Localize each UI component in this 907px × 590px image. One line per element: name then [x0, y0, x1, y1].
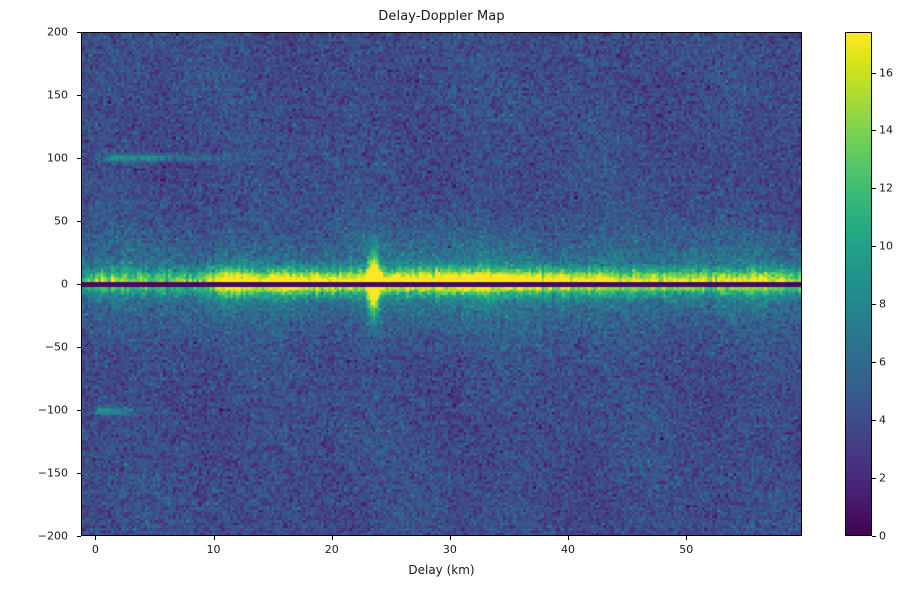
colorbar-tick-mark — [872, 246, 876, 248]
colorbar-tick-mark — [872, 420, 876, 422]
x-tick-label: 40 — [561, 543, 576, 556]
page-title: Delay-Doppler Map — [378, 9, 505, 24]
colorbar-tick-mark — [872, 72, 876, 74]
colorbar-tick-mark — [872, 304, 876, 306]
x-tick-label: 20 — [324, 543, 339, 556]
colorbar-tick-label: 8 — [879, 297, 886, 311]
colorbar — [845, 32, 872, 536]
x-tick-label: 50 — [679, 543, 694, 556]
x-axis-label: Delay (km) — [408, 563, 475, 577]
x-tick-mark — [568, 536, 570, 540]
x-tick-mark — [449, 536, 451, 540]
y-tick-mark — [77, 221, 81, 222]
colorbar-gradient — [846, 33, 871, 535]
y-tick-label: 0 — [61, 277, 68, 291]
y-tick-mark — [77, 473, 81, 474]
y-tick-mark — [77, 347, 81, 348]
colorbar-ticks: 0 2 4 6 8 10 12 14 16 — [845, 32, 907, 543]
x-tick-label: 30 — [442, 543, 457, 556]
y-axis-ticks: 200 150 100 50 0 −50 −100 −150 −200 — [0, 26, 81, 543]
y-tick-label: 100 — [47, 151, 68, 165]
y-tick-mark — [77, 158, 81, 159]
y-tick-mark — [77, 410, 81, 411]
y-tick-label: 200 — [47, 25, 68, 39]
colorbar-tick-mark — [872, 478, 876, 480]
x-tick-mark — [95, 536, 97, 540]
heatmap-plot-area — [81, 32, 802, 536]
colorbar-tick-mark — [872, 536, 876, 537]
y-tick-mark — [77, 284, 81, 285]
colorbar-tick-label: 6 — [879, 355, 886, 369]
y-tick-label: 150 — [47, 88, 68, 102]
y-tick-label: −150 — [37, 466, 68, 480]
y-tick-label: 50 — [54, 214, 68, 228]
y-tick-mark — [77, 95, 81, 96]
delay-doppler-heatmap — [82, 33, 801, 535]
colorbar-tick-label: 0 — [879, 529, 886, 543]
colorbar-tick-label: 10 — [879, 239, 893, 253]
y-tick-mark — [77, 32, 81, 33]
colorbar-tick-label: 2 — [879, 471, 886, 485]
x-tick-label: 0 — [91, 543, 99, 556]
y-tick-label: −200 — [37, 529, 68, 543]
x-tick-mark — [331, 536, 333, 540]
colorbar-tick-mark — [872, 362, 876, 364]
y-tick-label: −50 — [44, 340, 68, 354]
colorbar-tick-mark — [872, 188, 876, 190]
x-tick-label: 10 — [206, 543, 221, 556]
x-tick-mark — [686, 536, 688, 540]
colorbar-tick-label: 12 — [879, 181, 893, 195]
colorbar-tick-label: 16 — [879, 66, 893, 80]
y-tick-mark — [77, 536, 81, 537]
y-tick-label: −100 — [37, 403, 68, 417]
x-tick-mark — [213, 536, 215, 540]
colorbar-tick-mark — [872, 130, 876, 132]
x-axis-ticks: 0 10 20 30 40 50 — [81, 536, 802, 570]
colorbar-tick-label: 14 — [879, 123, 893, 137]
colorbar-tick-label: 4 — [879, 413, 886, 427]
